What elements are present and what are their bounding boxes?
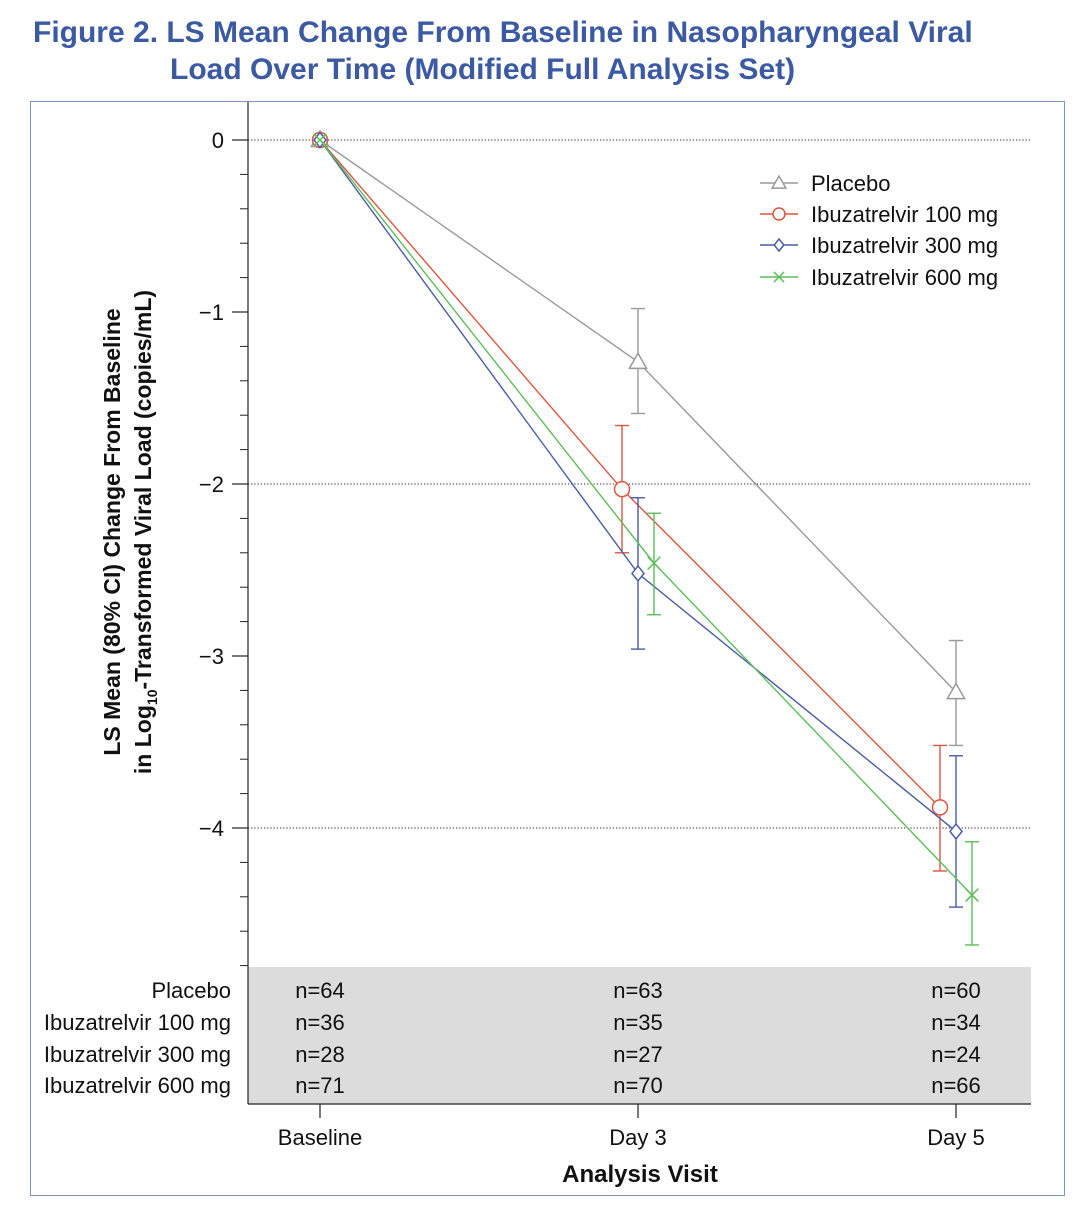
y-tick-label: −2 xyxy=(199,472,224,497)
table-cell: n=35 xyxy=(613,1010,663,1035)
table-row-label: Placebo xyxy=(151,978,231,1003)
table-cell: n=36 xyxy=(295,1010,345,1035)
x-tick-label: Day 3 xyxy=(609,1125,666,1150)
table-cell: n=71 xyxy=(295,1073,345,1098)
table-band xyxy=(248,967,1031,1104)
data-point xyxy=(931,799,949,816)
legend-entry-ibuzatrelvir-300-mg: Ibuzatrelvir 300 mg xyxy=(760,233,998,258)
table-row-label: Ibuzatrelvir 100 mg xyxy=(44,1010,231,1035)
table-cell: n=66 xyxy=(931,1073,981,1098)
legend-label: Placebo xyxy=(811,171,891,196)
x-axis-label: Analysis Visit xyxy=(562,1161,718,1188)
table-cell: n=27 xyxy=(613,1042,663,1067)
x-tick-label: Day 5 xyxy=(927,1125,984,1150)
y-axis-label-line-2-prefix: in Log xyxy=(130,705,156,774)
legend-entry-ibuzatrelvir-600-mg: Ibuzatrelvir 600 mg xyxy=(760,265,998,290)
series-ibuzatrelvir-600-mg xyxy=(313,133,979,946)
series-ibuzatrelvir-300-mg xyxy=(313,131,963,908)
table-cell: n=34 xyxy=(931,1010,981,1035)
data-point xyxy=(628,351,648,370)
table-cell: n=63 xyxy=(613,978,663,1003)
legend-entry-ibuzatrelvir-100-mg: Ibuzatrelvir 100 mg xyxy=(760,202,998,227)
table-row-label: Ibuzatrelvir 600 mg xyxy=(44,1073,231,1098)
data-point xyxy=(613,480,631,498)
y-tick-label: −4 xyxy=(199,816,224,841)
table-cell: n=28 xyxy=(295,1042,345,1067)
table-row-placebo: Placebo n=64 n=63 n=60 xyxy=(151,978,980,1003)
legend-marker xyxy=(773,237,785,253)
y-tick-label: 0 xyxy=(212,128,224,153)
y-axis-label-line-2-suffix: -Transformed Viral Load (copies/mL) xyxy=(130,290,156,690)
y-axis-label-line-2: in Log10-Transformed Viral Load (copies/… xyxy=(130,290,160,774)
legend-marker xyxy=(770,174,788,189)
legend-marker xyxy=(773,271,785,283)
figure-frame xyxy=(30,101,1065,1196)
data-point xyxy=(965,888,979,902)
data-point xyxy=(313,133,327,147)
table-cell: n=24 xyxy=(931,1042,981,1067)
data-point xyxy=(946,681,966,700)
y-tick-label: −3 xyxy=(199,644,224,669)
figure-title: Figure 2. LS Mean Change From Baseline i… xyxy=(0,14,1080,88)
y-axis-label-line-1: LS Mean (80% CI) Change From Baseline xyxy=(99,308,125,755)
y-axis-label-subscript: 10 xyxy=(144,689,160,705)
data-point xyxy=(949,822,963,841)
y-tick-label: −1 xyxy=(199,300,224,325)
table-row-ibuzatrelvir-600-mg: Ibuzatrelvir 600 mg n=71 n=70 n=66 xyxy=(44,1073,981,1098)
series-ibuzatrelvir-100-mg xyxy=(311,131,949,872)
figure-title-line-2: Load Over Time (Modified Full Analysis S… xyxy=(170,53,796,86)
data-point xyxy=(631,564,645,583)
data-point xyxy=(647,556,661,571)
table-cell: n=60 xyxy=(931,978,981,1003)
table-row-ibuzatrelvir-300-mg: Ibuzatrelvir 300 mg n=28 n=27 n=24 xyxy=(44,1042,981,1067)
figure-title-line-1: Figure 2. LS Mean Change From Baseline i… xyxy=(33,16,973,49)
table-row-ibuzatrelvir-100-mg: Ibuzatrelvir 100 mg n=36 n=35 n=34 xyxy=(44,1010,981,1035)
table-row-label: Ibuzatrelvir 300 mg xyxy=(44,1042,231,1067)
table-cell: n=70 xyxy=(613,1073,663,1098)
legend-label: Ibuzatrelvir 300 mg xyxy=(811,233,998,258)
table-cell: n=64 xyxy=(295,978,345,1003)
legend-label: Ibuzatrelvir 100 mg xyxy=(811,202,998,227)
legend-label: Ibuzatrelvir 600 mg xyxy=(811,265,998,290)
legend-marker xyxy=(772,207,786,221)
legend-entry-placebo: Placebo xyxy=(760,171,891,196)
x-tick-label: Baseline xyxy=(278,1125,362,1150)
